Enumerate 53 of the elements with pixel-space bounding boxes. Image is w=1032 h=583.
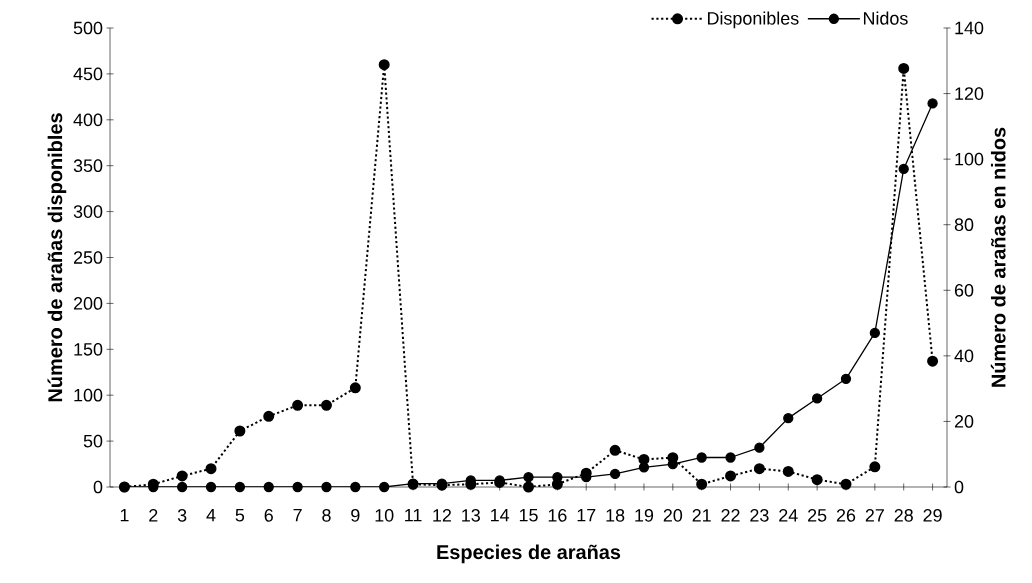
y-axis-title: Número de arañas disponibles — [47, 113, 67, 402]
y-tick-label: 450 — [73, 67, 103, 81]
x-tick-label: 26 — [836, 509, 856, 522]
x-tick-label: 13 — [462, 509, 480, 522]
x-tick-label: 4 — [206, 509, 216, 522]
y2-tick-label: 20 — [954, 415, 974, 428]
legend-label: Nidos — [863, 11, 908, 25]
x-tick-label: 17 — [577, 509, 596, 522]
y-tick-label: 100 — [74, 388, 103, 402]
x-tick-label: 2 — [149, 509, 158, 522]
y-tick-label: 500 — [73, 21, 103, 35]
x-tick-label: 16 — [548, 509, 567, 522]
x-tick-label: 10 — [375, 509, 394, 522]
x-tick-label: 22 — [721, 509, 740, 522]
x-tick-label: 7 — [293, 509, 302, 522]
y-tick-label: 250 — [73, 251, 103, 264]
x-tick-label: 9 — [351, 509, 360, 522]
x-tick-label: 3 — [177, 509, 187, 522]
y2-tick-label: 120 — [955, 87, 984, 100]
x-tick-label: 1 — [120, 509, 129, 522]
y2-axis-title: Número de arañas en nidos — [990, 127, 1006, 387]
legend-label: Disponibles — [707, 11, 799, 29]
x-tick-label: 6 — [264, 509, 273, 522]
x-tick-label: 23 — [750, 509, 769, 522]
x-tick-label: 12 — [433, 509, 451, 522]
y2-tick-label: 0 — [954, 480, 964, 494]
x-tick-label: 27 — [865, 509, 884, 522]
y-tick-label: 50 — [83, 434, 103, 448]
y2-tick-label: 60 — [954, 283, 974, 297]
x-tick-label: 5 — [235, 509, 245, 522]
x-tick-label: 19 — [635, 509, 654, 522]
y-tick-label: 0 — [93, 480, 103, 494]
x-axis-title: Especies de arañas — [437, 544, 621, 564]
y2-tick-label: 100 — [955, 152, 984, 166]
x-tick-label: 28 — [894, 509, 913, 522]
x-tick-label: 8 — [322, 509, 331, 522]
y-tick-label: 300 — [73, 205, 103, 218]
x-tick-label: 15 — [519, 509, 538, 522]
y-tick-label: 150 — [74, 342, 103, 356]
y2-tick-label: 80 — [954, 218, 974, 232]
y-tick-label: 400 — [73, 113, 103, 127]
x-tick-label: 18 — [606, 509, 625, 522]
x-tick-label: 20 — [663, 509, 683, 522]
x-tick-label: 11 — [405, 509, 422, 522]
y2-tick-label: 40 — [954, 349, 974, 363]
x-tick-label: 29 — [923, 509, 942, 522]
x-tick-label: 21 — [692, 509, 711, 522]
y-tick-label: 200 — [73, 297, 103, 310]
x-tick-label: 25 — [808, 509, 827, 522]
x-tick-label: 24 — [779, 509, 798, 522]
y2-tick-label: 140 — [955, 21, 984, 35]
y-tick-label: 350 — [73, 159, 103, 173]
x-tick-label: 14 — [491, 509, 510, 522]
